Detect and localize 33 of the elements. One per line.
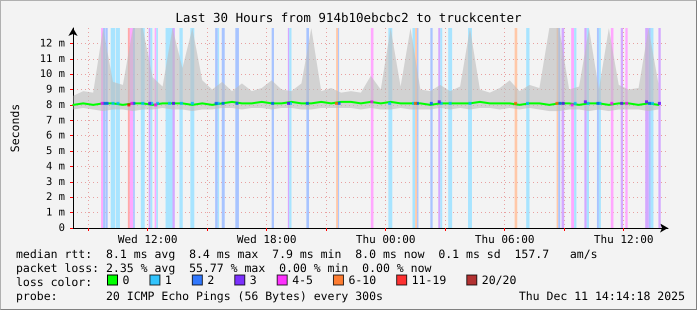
y-tick-label: 2 m	[46, 191, 65, 204]
x-tick-label: Thu 12:00	[594, 233, 654, 246]
chart-title: Last 30 Hours from 914b10ebcbc2 to truckcenter	[175, 10, 522, 25]
text: median rtt: 8.1 ms avg 8.4 ms max 7.9 ms min 8.0 ms now 0.1 ms sd 157.7 am/s	[16, 247, 598, 261]
x-tick-label: Wed 12:00	[118, 233, 178, 246]
y-tick-label: 7 m	[46, 114, 65, 126]
text: Thu Dec 11 14:14:18 2025	[518, 289, 685, 303]
legend-label: 1	[164, 273, 172, 287]
legend-label: 6-10	[348, 273, 376, 287]
y-tick-label: 1 m	[46, 206, 65, 219]
legend-title: loss color:	[16, 275, 92, 289]
y-tick-label: 3 m	[46, 176, 65, 188]
legend-label: 0	[122, 273, 130, 287]
x-tick-label: Thu 00:00	[356, 233, 416, 246]
legend-label: 2	[207, 273, 214, 287]
y-tick-label: 8 m	[46, 98, 65, 111]
y-tick-label: 10 m	[40, 68, 65, 80]
y-tick-label: 12 m	[40, 37, 65, 50]
y-tick-label: 11 m	[40, 52, 65, 65]
legend-label: 3	[250, 273, 257, 287]
legend-label: 11-19	[412, 273, 446, 287]
y-tick-label: 9 m	[46, 84, 65, 96]
text: probe: 20 ICMP Echo Pings (56 Bytes) every 300s	[16, 289, 383, 303]
x-tick-label: Wed 18:00	[236, 233, 297, 246]
x-tick-label: Thu 06:00	[474, 233, 535, 246]
legend-label: 20/20	[482, 273, 516, 287]
legend-label: 4-5	[292, 273, 313, 287]
y-tick-label: 0	[58, 222, 65, 234]
y-tick-label: 5 m	[46, 145, 65, 158]
y-tick-label: 6 m	[46, 130, 65, 142]
y-tick-label: 4 m	[46, 160, 65, 172]
text: packet loss: 2.35 % avg 55.77 % max 0.00 % min 0.00 % now	[16, 261, 432, 275]
y-axis-title: Seconds	[8, 104, 22, 152]
